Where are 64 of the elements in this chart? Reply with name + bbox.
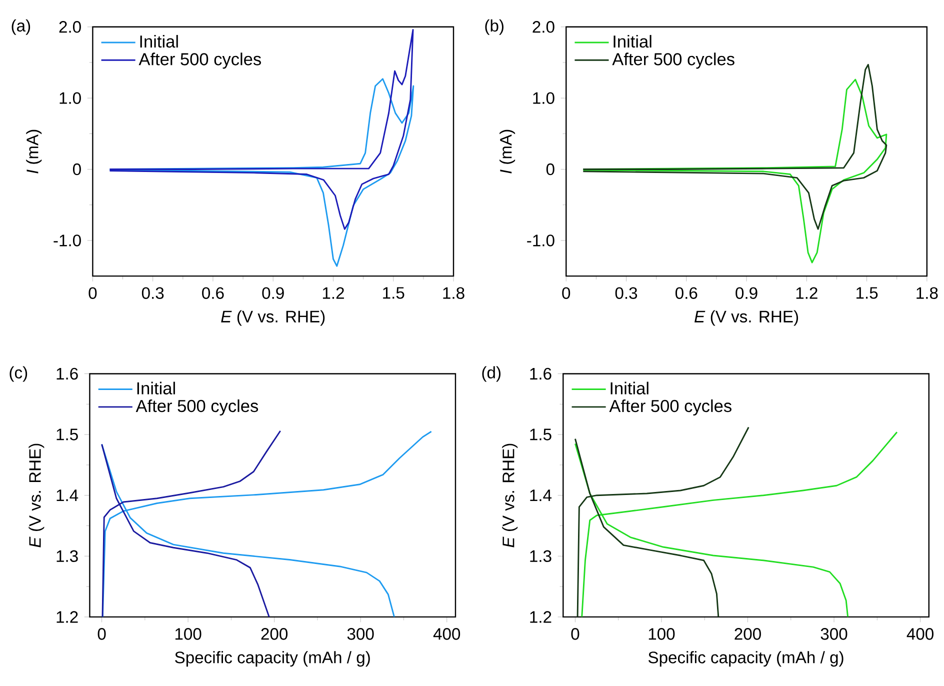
y-axis-title: E (V vs. RHE) <box>28 444 44 548</box>
y-tick-label: 1.5 <box>530 428 552 440</box>
x-tick-label: 0.9 <box>262 287 284 300</box>
x-axis-title: Specific capacity (mAh / g) <box>175 651 370 667</box>
x-tick-label: 1.5 <box>383 287 404 299</box>
y-tick-label: 0 <box>72 164 81 176</box>
y-tick-label: 1.3 <box>56 550 78 562</box>
x-tick-label: 0.3 <box>615 287 638 300</box>
x-tick-label: 0.3 <box>142 287 164 300</box>
x-tick-label: 0.9 <box>736 287 758 300</box>
x-tick-label: 1.2 <box>322 287 344 299</box>
chart-title: (d) <box>482 366 500 382</box>
y-tick-label: 2.0 <box>532 21 554 33</box>
y-axis-title: I (mA) <box>500 130 516 174</box>
y-tick-label: 1.3 <box>530 550 552 562</box>
x-tick-label: 300 <box>347 628 374 640</box>
x-tick-label: 1.2 <box>796 287 818 299</box>
y-axis-title: E (V vs. RHE) <box>502 444 518 548</box>
y-tick-label: -1.0 <box>527 234 554 246</box>
x-tick-label: 200 <box>261 628 288 640</box>
x-axis-title: E (V vs. RHE) <box>221 310 325 326</box>
legend-label: After 500 cycles <box>138 52 261 69</box>
legend-label: Initial <box>137 382 175 395</box>
x-tick-label: 1.8 <box>916 287 938 300</box>
legend-label: After 500 cycles <box>136 400 258 416</box>
x-tick-label: 400 <box>906 628 934 640</box>
y-tick-label: 1.0 <box>533 92 554 104</box>
x-tick-label: 1.8 <box>443 287 464 300</box>
x-axis-title: Specific capacity (mAh / g) <box>648 651 844 667</box>
legend-label: Initial <box>614 35 652 48</box>
x-tick-label: 0 <box>562 287 570 300</box>
line-series <box>582 78 888 264</box>
x-tick-label: 0 <box>571 628 580 640</box>
y-tick-label: 1.6 <box>56 368 78 380</box>
x-tick-label: 100 <box>175 628 202 640</box>
legend-label: Initial <box>610 382 648 395</box>
x-tick-label: 0.6 <box>202 287 224 300</box>
x-tick-label: 1.5 <box>856 287 878 299</box>
x-tick-label: 300 <box>820 628 848 640</box>
legend-label: After 500 cycles <box>609 400 732 416</box>
legend-label: After 500 cycles <box>612 52 734 69</box>
y-tick-label: 1.2 <box>56 611 78 623</box>
y-tick-label: 1.4 <box>530 490 552 502</box>
x-tick-label: 0.6 <box>675 287 698 300</box>
chart-title: (b) <box>485 20 504 36</box>
x-tick-label: 0 <box>88 287 97 300</box>
y-tick-label: -1.0 <box>54 234 81 246</box>
y-tick-label: 1.5 <box>56 428 78 440</box>
y-tick-label: 1.0 <box>60 92 81 104</box>
y-tick-label: 2.0 <box>59 21 81 33</box>
y-axis-title: I (mA) <box>26 130 42 174</box>
y-tick-label: 1.2 <box>530 611 552 623</box>
y-tick-label: 0 <box>546 164 554 176</box>
chart-title: (a) <box>12 20 30 36</box>
x-tick-label: 0 <box>98 628 106 640</box>
legend-label: Initial <box>140 35 178 48</box>
y-tick-label: 1.6 <box>530 368 552 380</box>
x-axis-title: E (V vs. RHE) <box>694 310 798 326</box>
x-tick-label: 200 <box>734 628 761 640</box>
x-tick-label: 100 <box>648 628 675 640</box>
x-tick-label: 400 <box>433 628 460 640</box>
y-tick-label: 1.4 <box>56 490 78 502</box>
line-series <box>109 29 414 230</box>
chart-title: (c) <box>10 366 28 382</box>
